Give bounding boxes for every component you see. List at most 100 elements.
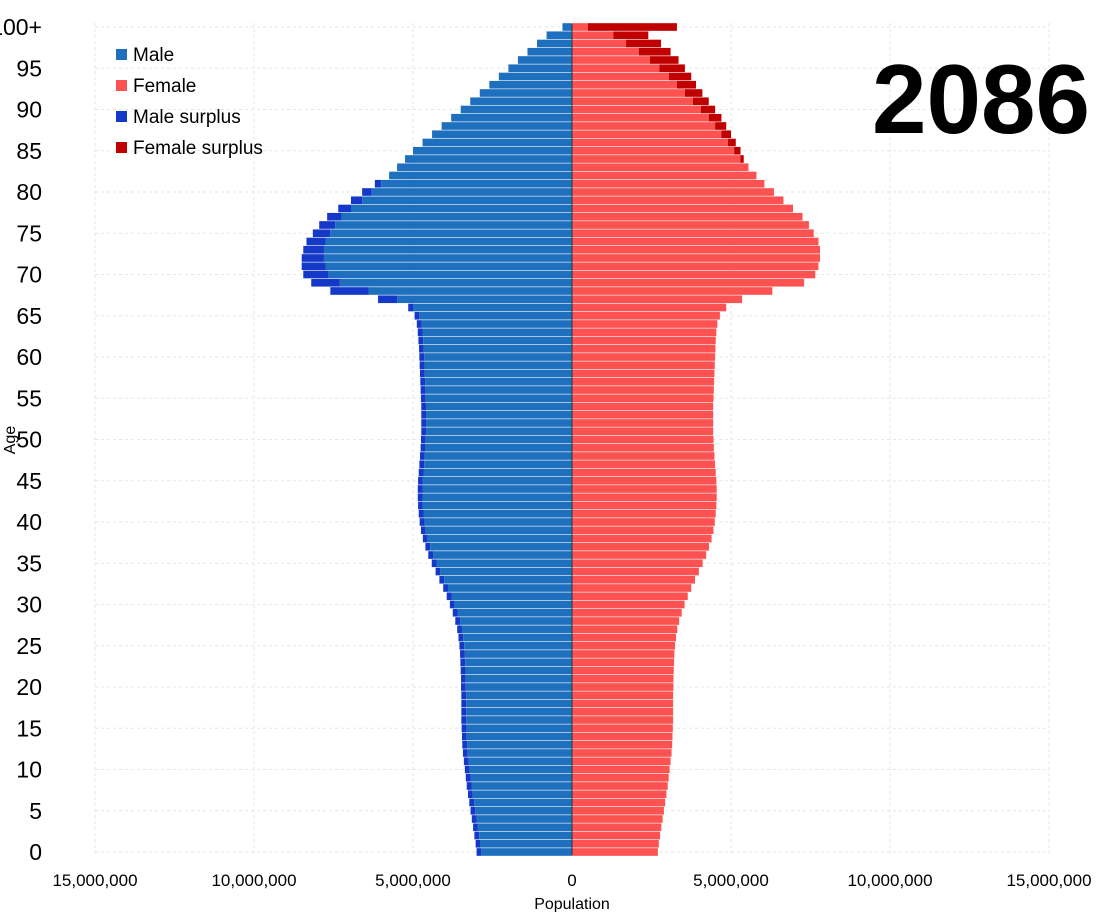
female-surplus-bar xyxy=(626,39,662,48)
male-bar xyxy=(397,295,572,304)
male-surplus-bar xyxy=(461,674,466,683)
female-bar xyxy=(572,542,710,551)
male-bar xyxy=(468,757,572,766)
male-surplus-bar xyxy=(462,740,468,749)
female-bar xyxy=(572,369,715,378)
legend-label: Male xyxy=(133,45,174,66)
female-bar xyxy=(572,443,714,452)
female-bar xyxy=(572,699,674,708)
legend: Male Female Male surplus Female surplus xyxy=(116,45,263,159)
female-bar xyxy=(572,559,703,568)
female-bar xyxy=(572,650,675,658)
male-bar xyxy=(424,361,572,370)
legend-label: Female surplus xyxy=(133,138,263,159)
male-bar xyxy=(465,683,572,691)
female-bar xyxy=(572,56,650,64)
female-bar xyxy=(572,831,661,840)
male-bar xyxy=(422,493,572,502)
female-bar xyxy=(572,740,673,749)
male-surplus-bar xyxy=(421,427,427,436)
female-bar xyxy=(572,311,720,320)
male-bar xyxy=(425,377,572,386)
male-bar xyxy=(341,212,572,221)
y-tick-label: 90 xyxy=(16,97,42,123)
y-tick-label: 35 xyxy=(16,550,42,576)
male-bar xyxy=(368,287,572,295)
y-tick-label: 50 xyxy=(16,427,42,453)
x-tick-label: 10,000,000 xyxy=(847,871,932,890)
male-bar xyxy=(517,56,572,64)
y-tick-label: 10 xyxy=(16,757,42,783)
male-surplus-bar xyxy=(417,485,423,493)
male-bar xyxy=(426,419,572,427)
male-bar xyxy=(433,551,572,559)
female-surplus-bar xyxy=(727,138,736,147)
male-surplus-bar xyxy=(350,196,363,205)
female-bar xyxy=(572,435,714,444)
male-bar xyxy=(389,171,572,180)
male-surplus-bar xyxy=(452,608,458,617)
male-surplus-bar xyxy=(461,707,467,716)
male-bar xyxy=(330,229,572,238)
female-bar xyxy=(572,691,674,700)
y-tick-label: 30 xyxy=(16,592,42,618)
male-bar xyxy=(362,196,572,205)
male-bar xyxy=(479,831,572,840)
male-surplus-bar xyxy=(449,600,455,609)
male-bar xyxy=(436,559,572,568)
male-bar xyxy=(422,328,572,337)
male-bar xyxy=(422,476,572,485)
male-bar xyxy=(470,773,572,782)
male-bar xyxy=(469,765,572,774)
male-bar xyxy=(463,633,572,642)
male-surplus-bar xyxy=(301,262,326,271)
female-bar xyxy=(572,716,674,724)
female-bar xyxy=(572,575,696,584)
female-bar xyxy=(572,724,673,733)
female-bar xyxy=(572,674,674,683)
x-tick-label: 5,000,000 xyxy=(693,871,769,890)
male-surplus-bar xyxy=(374,179,382,188)
male-bar xyxy=(508,64,572,73)
legend-swatch xyxy=(116,49,127,60)
female-bar xyxy=(572,641,676,650)
male-bar xyxy=(447,584,572,592)
male-surplus-bar xyxy=(461,691,467,700)
y-tick-label: 65 xyxy=(16,303,42,329)
male-surplus-bar xyxy=(408,303,413,312)
female-bar xyxy=(572,410,714,419)
female-bar xyxy=(572,757,671,766)
male-bar xyxy=(477,823,572,832)
female-bar xyxy=(572,113,709,122)
male-surplus-bar xyxy=(459,641,465,650)
male-bar xyxy=(419,311,572,320)
male-surplus-bar xyxy=(420,526,426,535)
female-bar xyxy=(572,839,659,848)
male-surplus-bar xyxy=(422,534,428,543)
male-bar xyxy=(527,47,572,56)
female-bar xyxy=(572,666,674,675)
female-bar xyxy=(572,221,809,229)
male-bar xyxy=(423,336,572,345)
female-surplus-bar xyxy=(708,113,722,122)
male-bar xyxy=(430,542,572,551)
y-tick-label: 75 xyxy=(16,220,42,246)
female-bar xyxy=(572,344,716,353)
female-bar xyxy=(572,196,784,205)
male-bar xyxy=(339,278,572,287)
female-bar xyxy=(572,287,773,295)
female-bar xyxy=(572,806,664,815)
female-bar xyxy=(572,72,669,81)
male-surplus-bar xyxy=(428,551,434,559)
female-bar xyxy=(572,823,662,832)
y-tick-label: 15 xyxy=(16,715,42,741)
female-bar xyxy=(572,501,717,510)
male-surplus-bar xyxy=(462,749,468,757)
male-surplus-bar xyxy=(327,212,342,221)
y-tick-label: 40 xyxy=(16,509,42,535)
y-tick-label: 80 xyxy=(16,179,42,205)
male-surplus-bar xyxy=(460,650,465,658)
female-bar xyxy=(572,122,716,130)
male-bar xyxy=(546,31,572,40)
female-bar xyxy=(572,509,716,518)
